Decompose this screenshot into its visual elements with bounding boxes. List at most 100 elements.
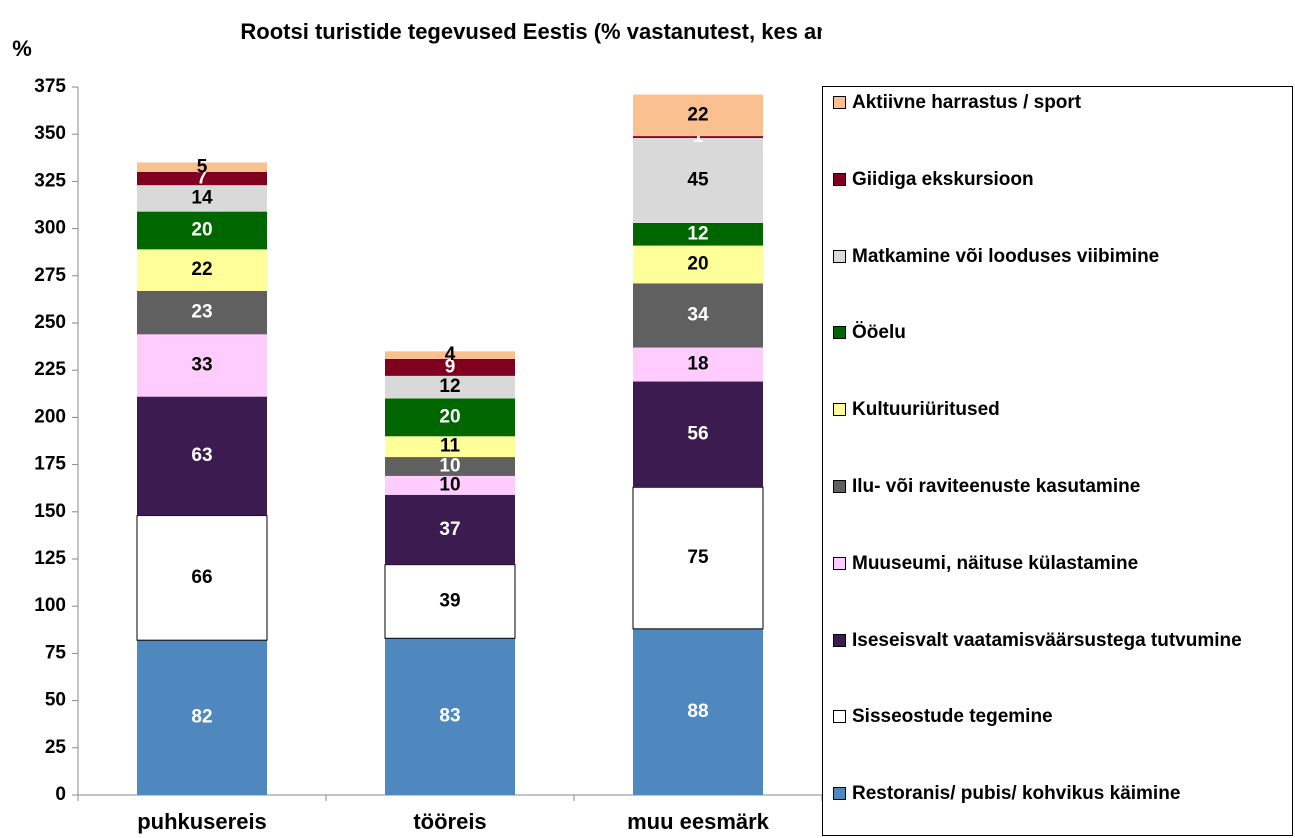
legend-label: Restoranis/ pubis/ kohvikus käimine (852, 783, 1181, 805)
legend-item: Sisseostude tegemine (833, 705, 1273, 731)
legend-item: Matkamine või looduses viibimine (833, 245, 1273, 271)
data-label: 20 (439, 406, 460, 427)
data-label: 23 (191, 302, 212, 323)
y-tick-label: 200 (34, 406, 66, 427)
data-label: 10 (439, 474, 460, 495)
bar-segment (384, 564, 516, 639)
bar-segment (385, 638, 515, 795)
bar-segment (137, 185, 267, 212)
bar-segment (385, 457, 515, 476)
bar-segment (385, 436, 515, 458)
bar-segment (137, 334, 267, 397)
y-tick-label: 375 (34, 76, 66, 97)
data-label: 75 (687, 547, 709, 568)
data-label: 56 (687, 423, 708, 444)
bar-segment (385, 351, 515, 359)
bar-segment (137, 211, 267, 250)
y-tick-label: 0 (55, 784, 66, 805)
data-label: 18 (687, 354, 708, 375)
bar-segment (385, 475, 515, 495)
y-tick-label: 250 (34, 312, 66, 333)
bar-segment (633, 137, 763, 223)
legend-label: Ilu- või raviteenuste kasutamine (852, 476, 1141, 497)
legend-label: Iseseisvalt vaatamisväärsustega tutvumin… (852, 629, 1242, 651)
chart-title: Rootsi turistide tegevused Eestis (% vas… (240, 19, 822, 44)
y-axis-label: % (12, 36, 32, 61)
y-tick-label: 275 (34, 265, 66, 286)
data-label: 39 (439, 590, 460, 611)
legend-swatch (833, 710, 846, 724)
bar-segment (633, 283, 763, 348)
bar-segment (633, 245, 763, 284)
data-label: 20 (687, 253, 708, 274)
data-label: 66 (191, 567, 212, 588)
data-label: 4 (445, 344, 456, 365)
legend-label: Matkamine või looduses viibimine (852, 245, 1160, 267)
bar-segment (632, 486, 764, 630)
legend-item: Kultuuriüritused (833, 398, 1273, 424)
x-tick-label: tööreis (413, 809, 486, 834)
y-tick-label: 75 (45, 642, 67, 663)
legend-item: Restoranis/ pubis/ kohvikus käimine (833, 782, 1273, 808)
y-tick-label: 175 (34, 454, 66, 475)
data-label: 33 (191, 354, 212, 375)
data-label: 37 (439, 519, 460, 540)
y-tick-label: 325 (34, 170, 66, 191)
legend-item: Ilu- või raviteenuste kasutamine (833, 475, 1273, 501)
legend-label: Aktiivne harrastus / sport (852, 92, 1082, 113)
bar-segment (137, 396, 267, 516)
bar-segment (633, 136, 763, 138)
legend-label: Ööelu (852, 322, 906, 344)
y-tick-label: 25 (45, 737, 67, 758)
bar-segment (633, 628, 763, 795)
data-label: 7 (197, 168, 208, 189)
legend: Restoranis/ pubis/ kohvikus käimine Sisse… (822, 86, 1293, 836)
bar-segment (137, 290, 267, 335)
y-tick-label: 300 (34, 218, 66, 239)
bar-segment (633, 347, 763, 382)
legend-label: Muuseumi, näituse külastamine (852, 552, 1139, 574)
legend-swatch (833, 326, 846, 340)
data-label: 45 (687, 169, 709, 190)
legend-item: Giidiga ekskursioon (833, 168, 1273, 194)
bar-segment (385, 494, 515, 565)
bar-segment (136, 515, 268, 641)
legend-item: Ööelu (833, 321, 1273, 347)
y-tick-label: 150 (34, 501, 66, 522)
data-label: 1 (693, 126, 704, 147)
bar-segment (633, 381, 763, 488)
data-label: 11 (440, 436, 461, 457)
legend-label: Giidiga ekskursioon (852, 168, 1034, 190)
data-label: 82 (191, 707, 212, 728)
data-label: 20 (191, 220, 212, 241)
legend-swatch (833, 633, 846, 647)
data-label: 12 (687, 223, 708, 244)
legend-label: Kultuuriüritused (852, 399, 1000, 421)
bar-segment (633, 222, 763, 246)
bar-segment (385, 398, 515, 437)
data-label: 63 (191, 445, 212, 466)
data-label: 88 (687, 701, 708, 722)
y-tick-label: 100 (34, 595, 66, 616)
data-label: 34 (687, 304, 709, 325)
y-tick-label: 350 (34, 123, 66, 144)
data-label: 83 (439, 706, 460, 727)
bar-segment (137, 249, 267, 291)
bar-segment (137, 640, 267, 795)
bar-segment (385, 358, 515, 376)
legend-swatch (833, 249, 846, 263)
chart: Rootsi turistide tegevused Eestis (% vas… (12, 19, 822, 834)
legend-swatch (833, 96, 846, 109)
legend-item: Aktiivne harrastus / sport (833, 91, 1273, 117)
legend-swatch (833, 480, 846, 493)
y-tick-label: 125 (34, 548, 66, 569)
data-label: 22 (687, 104, 708, 125)
bar-segment (137, 171, 267, 186)
legend-swatch (833, 556, 846, 570)
data-label: 5 (197, 156, 208, 177)
legend-swatch (833, 403, 846, 417)
data-label: 10 (439, 456, 460, 477)
legend-label: Sisseostude tegemine (852, 706, 1053, 728)
legend-swatch (833, 172, 846, 186)
